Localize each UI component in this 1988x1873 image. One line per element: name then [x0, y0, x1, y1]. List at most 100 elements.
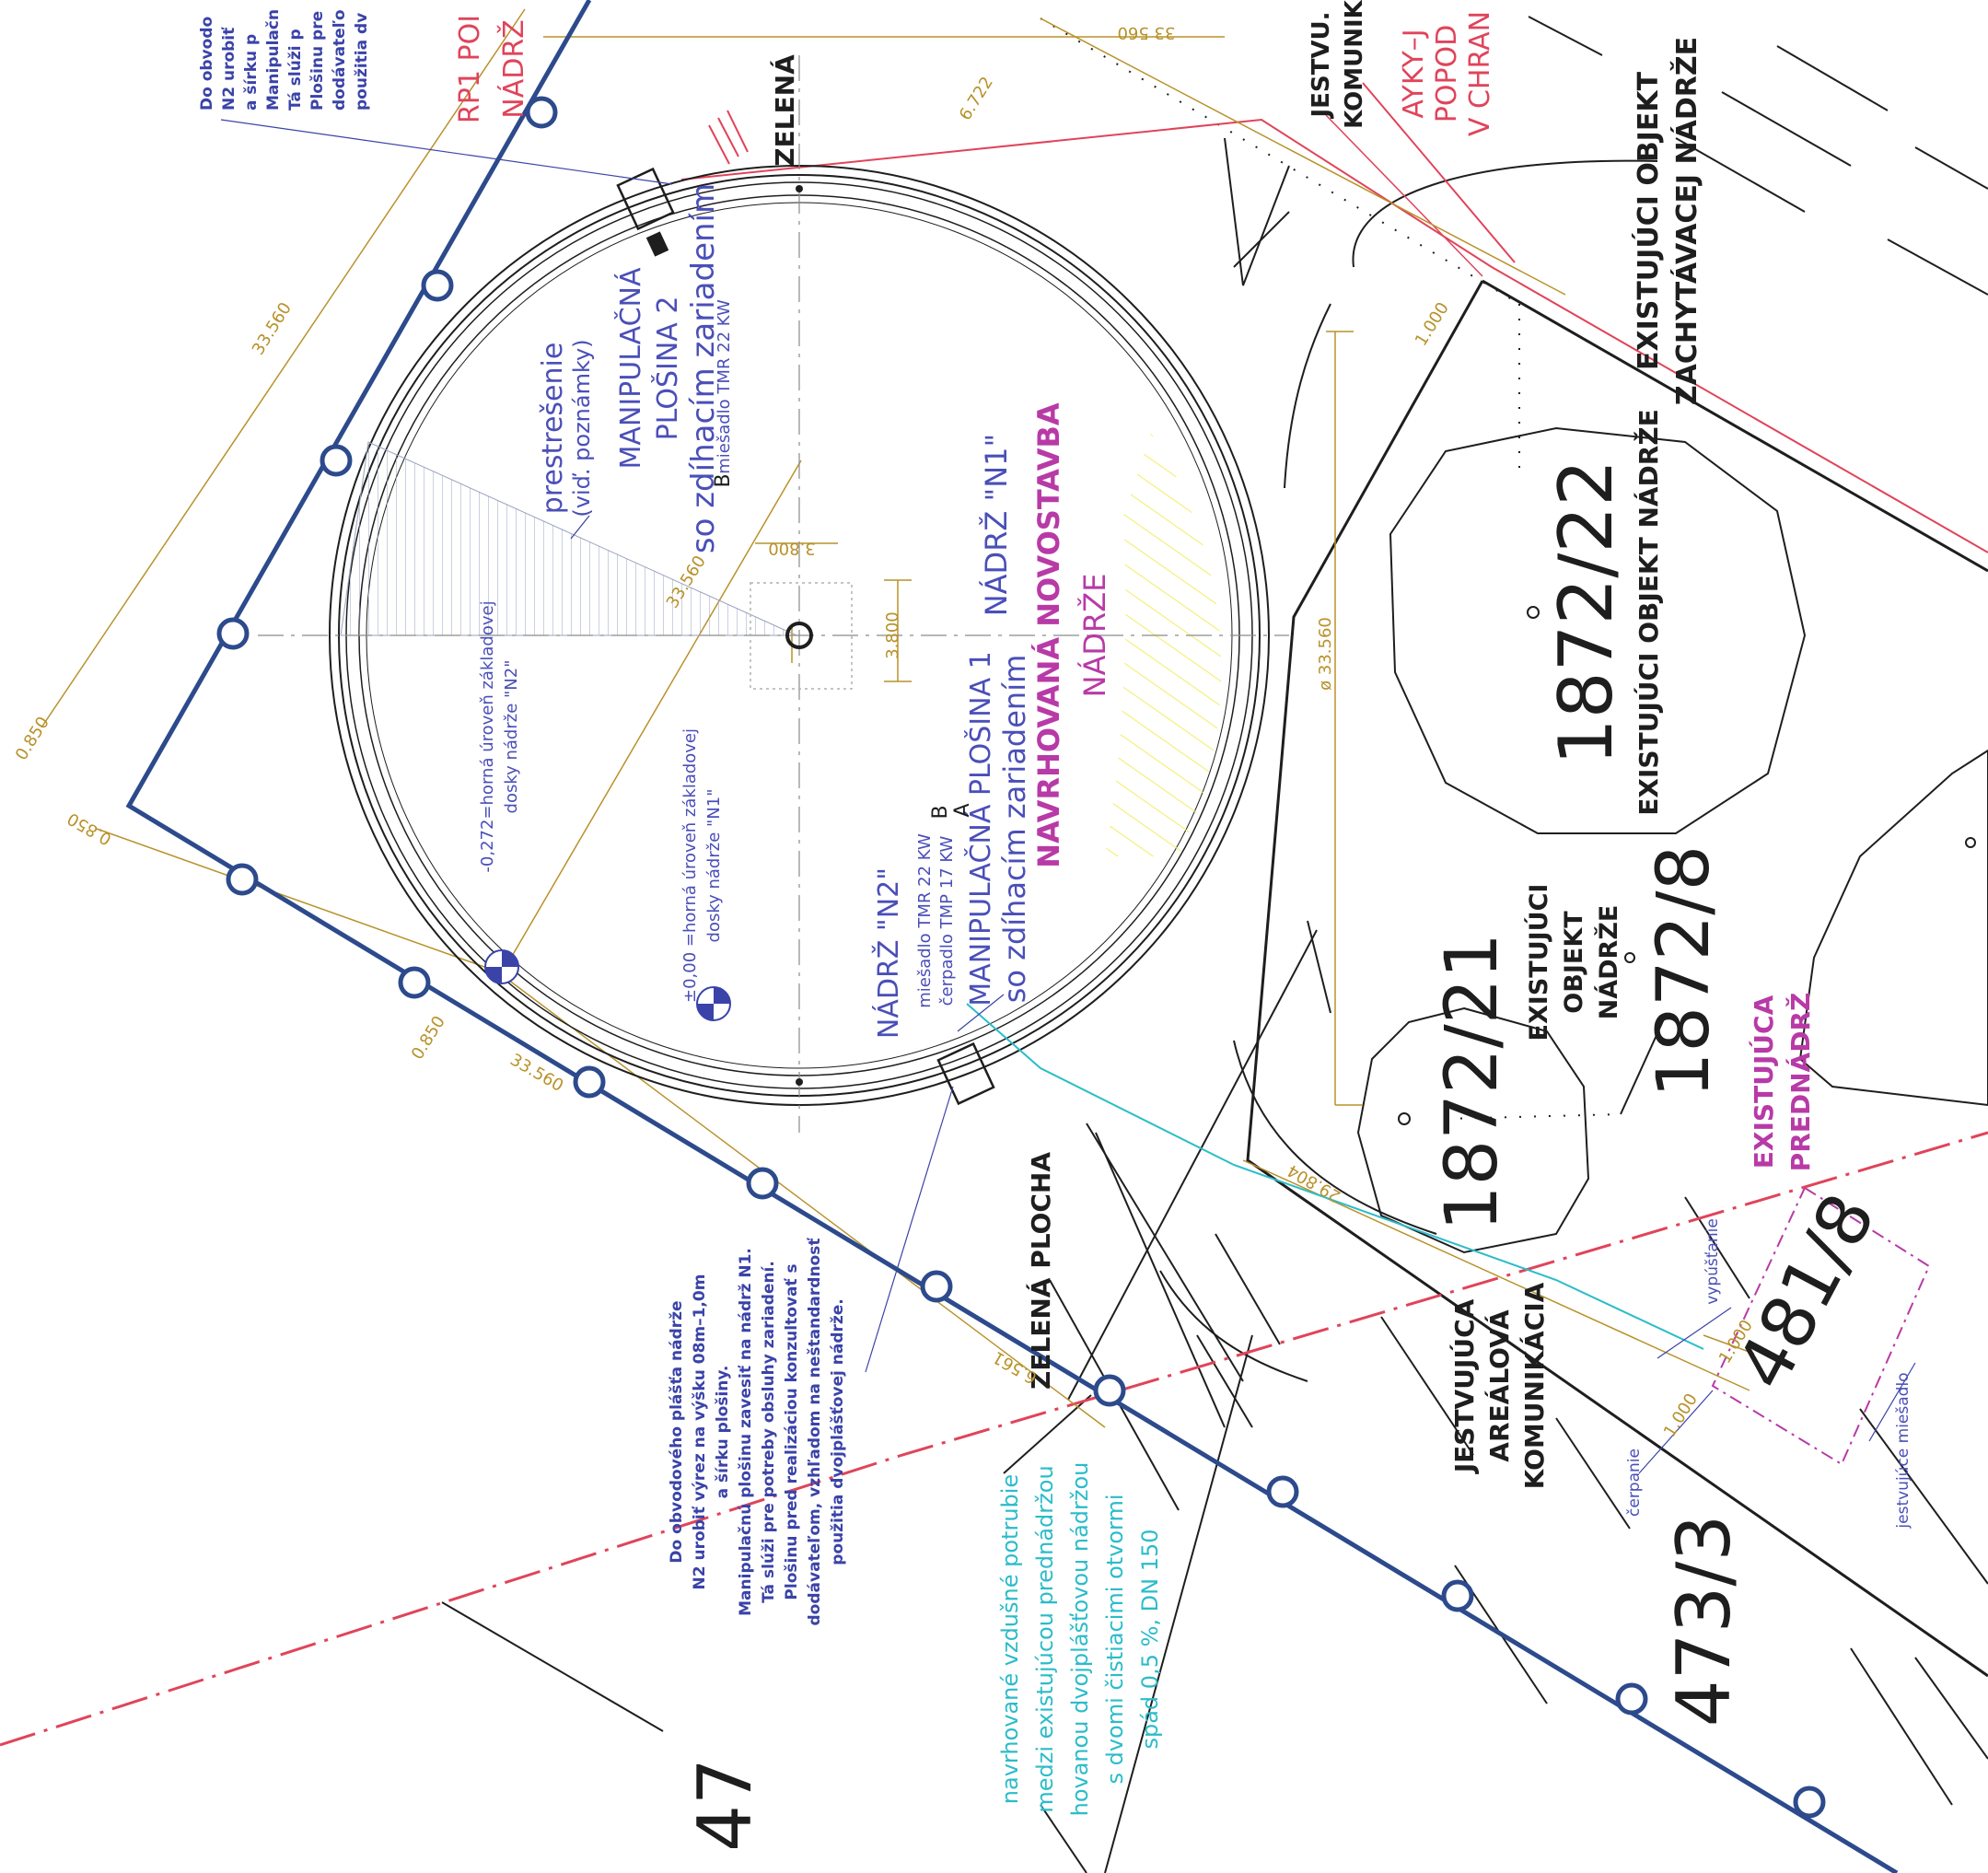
- dim-29804: 29.804: [1285, 1160, 1344, 1206]
- black-labels: ZELENÁ ZELENÁ PLOCHA JESTVUJÚCA AREÁLOVÁ…: [769, 0, 1703, 1489]
- level-markers: [484, 949, 731, 1021]
- dim-0850-c: 0.850: [408, 1013, 449, 1064]
- label-zelena-plocha: ZELENÁ PLOCHA: [1025, 1152, 1056, 1390]
- fence-post: [226, 863, 259, 896]
- svg-text:Do obvodového plášťa nádrže: Do obvodového plášťa nádrže: [668, 1300, 686, 1563]
- svg-text:N2 urobiť: N2 urobiť: [220, 27, 238, 111]
- yellow-hatch-area: [1105, 433, 1222, 856]
- svg-text:navrhované vzdušné potrubie: navrhované vzdušné potrubie: [997, 1474, 1023, 1804]
- dim-33560-c: 33.560: [506, 1050, 566, 1096]
- label-zelena-top: ZELENÁ: [769, 54, 800, 167]
- label-plosina2-2: PLOŠINA 2: [650, 297, 684, 441]
- label-existujuci-zachyt-2: ZACHYTÁVACEJ NÁDRŽE: [1670, 37, 1703, 405]
- dimension-lines: [41, 8, 1755, 1428]
- dot-1872-21: [1398, 1112, 1411, 1125]
- label-ayky-1: AYKY–J: [1398, 29, 1430, 118]
- label-nadrz-n1: NÁDRŽ "N1": [979, 434, 1014, 617]
- dim-3800-a: 3.800: [768, 539, 816, 558]
- fence-post: [421, 269, 454, 302]
- fence-post: [1093, 1374, 1126, 1407]
- leader-lines: [220, 119, 1916, 1474]
- label-existujuca-prednadrz-1: EXISTUJÚCA: [1748, 995, 1779, 1169]
- label-existujuci-obj-2: OBJEKT: [1560, 911, 1588, 1014]
- label-existujuca-prednadrz-2: PREDNÁDRŽ: [1785, 993, 1816, 1172]
- tank-1872-22: [1389, 426, 1807, 834]
- fence-post: [320, 444, 353, 477]
- label-existujuci-obj-1: EXISTUJÚCI: [1524, 884, 1553, 1041]
- fence-post: [1793, 1786, 1826, 1819]
- label-jestvujuca-1: JESTVUJÚCA: [1448, 1298, 1480, 1474]
- label-plosina2-3: so zdíhacím zariadením: [685, 183, 722, 553]
- svg-text:spád 0,5 %, DN 150: spád 0,5 %, DN 150: [1137, 1529, 1163, 1749]
- label-existujuci-obj-3: NÁDRŽE: [1594, 905, 1623, 1020]
- label-jestvu-1: JESTVU.: [1308, 11, 1335, 119]
- svg-text:s dvomi čistiacimi otvormi: s dvomi čistiacimi otvormi: [1102, 1494, 1128, 1784]
- parcel-numbers: 1872/22 1872/8 1872/21 481/8 473/3 47: [682, 460, 1892, 1852]
- fence-post: [746, 1167, 779, 1200]
- label-ayky-3: V CHRAN: [1464, 11, 1496, 136]
- svg-text:medzi existujúcou prednádržou: medzi existujúcou prednádržou: [1032, 1465, 1058, 1812]
- tank-dot-top: [796, 185, 803, 192]
- label-existujuci-nadrze: EXISTUJÚCI OBJEKT NÁDRŽE: [1633, 409, 1664, 816]
- tank-dot-bottom: [796, 1078, 803, 1086]
- svg-text:a šírku p: a šírku p: [242, 34, 261, 111]
- fence-post: [1615, 1682, 1648, 1716]
- svg-text:dodávateľom, vzhľadom na nešta: dodávateľom, vzhľadom na neštandardnosť: [806, 1238, 824, 1626]
- dim-0850-b: 0.850: [64, 809, 115, 849]
- fence-post: [525, 96, 558, 129]
- parcel-1872-22: 1872/22: [1543, 460, 1629, 765]
- svg-text:Plošinu pre: Plošinu pre: [308, 11, 327, 111]
- svg-text:N2 urobiť výrez na výšku 08m–1: N2 urobiť výrez na výšku 08m–1,0m: [691, 1274, 709, 1590]
- note-bottom: Do obvodového plášťa nádrže N2 urobiť vý…: [668, 1238, 847, 1626]
- dim-6722: 6.722: [956, 74, 997, 124]
- label-jestvu-2: KOMUNIK: [1341, 0, 1368, 129]
- label-existujuci-zachyt-1: EXISTUJÚCI OBJEKT: [1631, 71, 1665, 370]
- svg-text:Manipulačnú plošinu zavesiť na: Manipulačnú plošinu zavesiť na nádrž N1.: [737, 1248, 755, 1616]
- label-navrhovana-2: NÁDRŽE: [1077, 574, 1112, 698]
- label-prestresenie-1: prestrešenie: [537, 343, 569, 515]
- dot-obj: [1624, 952, 1635, 963]
- dim-3800-b: 3.800: [883, 611, 902, 659]
- label-n2-equip-2: čerpadlo TMP 17 KW: [937, 835, 957, 1006]
- label-rp1-2: NÁDRŽ: [497, 19, 530, 118]
- dim-0850-a: 0.850: [12, 714, 53, 764]
- parcel-1872-8: 1872/8: [1643, 845, 1726, 1098]
- svg-text:a šírku plošiny.: a šírku plošiny.: [714, 1366, 732, 1499]
- parcel-481-8: 481/8: [1722, 1181, 1892, 1402]
- label-b-bottom: B: [929, 805, 952, 819]
- center-square: [750, 582, 853, 690]
- note-top: Do obvodo N2 urobiť a šírku p Manipulačn…: [198, 9, 371, 111]
- tank-labels: NÁDRŽ "N1" NÁDRŽ "N2" MANIPULAČNÁ PLOŠIN…: [478, 183, 1912, 1530]
- dim-33560-a: 33.560: [249, 299, 296, 359]
- label-plosina1-2: so zdíhacím zariadením: [997, 655, 1032, 1004]
- fence-post: [216, 617, 250, 650]
- svg-text:použitia dv: použitia dv: [353, 13, 371, 111]
- dot-1872-22: [1527, 606, 1540, 619]
- fence-post: [920, 1270, 953, 1303]
- label-b-top: B: [712, 473, 735, 487]
- tank-1872-8: [1798, 749, 1988, 1107]
- svg-text:Tá slúži p: Tá slúži p: [286, 29, 305, 111]
- label-vypustanie: vypúšťanie: [1703, 1218, 1722, 1305]
- platforms: [616, 167, 995, 1106]
- dot-1872-8: [1965, 837, 1976, 848]
- label-jestvujuca-3: KOMUNIKÁCIA: [1518, 1282, 1550, 1489]
- tank-centerlines: [258, 55, 1289, 1133]
- svg-text:Do obvodo: Do obvodo: [198, 17, 216, 111]
- label-jestvujuce-miesadlo: jestvujúce miešadlo: [1894, 1372, 1912, 1529]
- svg-text:Tá slúži pre potreby obsluhy z: Tá slúži pre potreby obsluhy zariadení.: [760, 1261, 778, 1603]
- svg-text:hovanou dvojplášťovou nádržou: hovanou dvojplášťovou nádržou: [1067, 1462, 1093, 1817]
- parcel-47: 47: [682, 1758, 768, 1852]
- parcel-1872-21: 1872/21: [1431, 933, 1514, 1231]
- fence-post: [1266, 1475, 1299, 1508]
- magenta-labels: NAVRHOVANÁ NOVOSTAVBA NÁDRŽE EXISTUJÚCA …: [1031, 402, 1816, 1171]
- label-plosina2-1: MANIPULAČNÁ: [613, 267, 647, 470]
- tank-1872-21: [1356, 1006, 1590, 1254]
- label-level-000-2: dosky nádrže "N1": [704, 789, 724, 943]
- tank-center-mark: [785, 622, 813, 649]
- label-navrhovana-1: NAVRHOVANÁ NOVOSTAVBA: [1031, 402, 1066, 868]
- background-linework: [441, 16, 1988, 1873]
- dim-1000-c: 1.000: [1660, 1390, 1702, 1441]
- svg-text:dodávateľo: dodávateľo: [331, 9, 349, 111]
